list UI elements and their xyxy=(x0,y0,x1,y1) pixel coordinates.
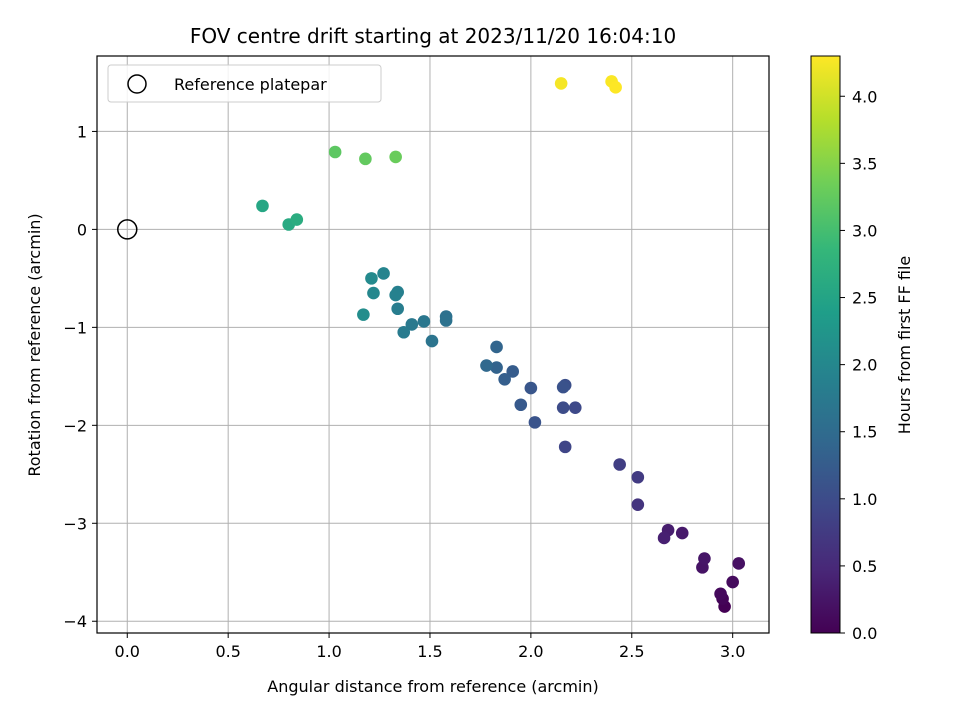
data-point xyxy=(328,145,342,159)
colorbar: 0.0 0.5 1.0 1.5 2.0 2.5 3.0 3.5 4.0 Hours from f… xyxy=(810,55,914,643)
x-tick-label: 2.5 xyxy=(619,642,644,661)
colorbar-ticks: 0.0 0.5 1.0 1.5 2.0 2.5 3.0 3.5 4.0 xyxy=(840,87,877,643)
data-point xyxy=(256,199,269,213)
data-point xyxy=(359,152,372,166)
data-point xyxy=(405,318,419,331)
data-point xyxy=(524,381,538,395)
colorbar-tick-label: 1.5 xyxy=(852,423,877,442)
x-tick-label: 1.0 xyxy=(316,642,341,661)
data-point xyxy=(490,361,503,374)
data-point xyxy=(365,272,378,285)
legend-entry: Reference platepar xyxy=(174,75,327,94)
y-tick-label: −2 xyxy=(63,416,87,435)
data-point xyxy=(377,267,390,280)
data-point xyxy=(290,213,304,226)
data-point xyxy=(490,340,503,354)
legend-marker-icon xyxy=(127,74,147,94)
y-tick-label: −1 xyxy=(63,318,87,337)
data-points xyxy=(117,75,746,613)
x-tick-label: 2.0 xyxy=(518,642,543,661)
data-point xyxy=(726,575,739,589)
colorbar-tick-label: 2.0 xyxy=(852,356,877,375)
data-point xyxy=(631,498,645,511)
data-point xyxy=(391,302,404,316)
data-point xyxy=(367,286,380,300)
colorbar-tick-label: 3.5 xyxy=(852,154,877,173)
data-point xyxy=(498,372,511,386)
y-tick-label: 0 xyxy=(77,220,87,239)
data-point xyxy=(609,81,622,94)
data-point xyxy=(357,308,370,321)
data-point xyxy=(389,150,402,164)
x-tick-label: 0.5 xyxy=(215,642,240,661)
data-point xyxy=(732,557,746,570)
colorbar-tick-label: 0.5 xyxy=(852,557,877,576)
legend: Reference platepar xyxy=(107,64,382,103)
x-axis-ticks: 0.0 0.5 1.0 1.5 2.0 2.5 3.0 xyxy=(115,633,745,661)
data-point xyxy=(556,380,570,394)
legend-box xyxy=(107,64,382,103)
data-point xyxy=(514,398,528,412)
y-axis-ticks: −4 −3 −2 −1 0 1 xyxy=(63,122,97,631)
reference-platepar-marker xyxy=(117,219,138,240)
data-point xyxy=(556,401,570,414)
plot-frame xyxy=(96,55,770,634)
colorbar-gradient xyxy=(811,56,840,633)
data-point xyxy=(425,334,439,348)
x-tick-label: 3.0 xyxy=(720,642,745,661)
colorbar-frame xyxy=(810,55,841,634)
colorbar-tick-label: 0.0 xyxy=(852,624,877,643)
data-point xyxy=(506,365,520,378)
data-point xyxy=(417,315,431,328)
y-axis-label: Rotation from reference (arcmin) xyxy=(25,213,44,476)
data-point xyxy=(675,526,689,540)
data-point xyxy=(389,288,402,302)
y-tick-label: −4 xyxy=(63,612,87,631)
x-tick-label: 0.0 xyxy=(115,642,140,661)
data-point xyxy=(631,470,645,484)
colorbar-tick-label: 3.0 xyxy=(852,221,877,240)
x-axis-label: Angular distance from reference (arcmin) xyxy=(267,677,598,696)
colorbar-tick-label: 1.0 xyxy=(852,490,877,509)
colorbar-tick-label: 4.0 xyxy=(852,87,877,106)
data-point xyxy=(714,587,727,601)
data-point xyxy=(528,416,542,429)
y-tick-label: 1 xyxy=(77,122,87,141)
colorbar-tick-label: 2.5 xyxy=(852,289,877,308)
data-point xyxy=(657,531,671,545)
data-point xyxy=(613,458,626,471)
data-point xyxy=(439,314,453,327)
data-point xyxy=(397,325,411,339)
data-point xyxy=(698,552,711,565)
y-tick-label: −3 xyxy=(63,514,87,533)
data-point xyxy=(480,359,493,372)
data-point xyxy=(568,401,582,414)
data-point xyxy=(554,77,568,90)
colorbar-label: Hours from first FF file xyxy=(895,256,914,435)
chart-title: FOV centre drift starting at 2023/11/20 … xyxy=(190,24,676,48)
data-point xyxy=(558,440,572,454)
x-tick-label: 1.5 xyxy=(417,642,442,661)
